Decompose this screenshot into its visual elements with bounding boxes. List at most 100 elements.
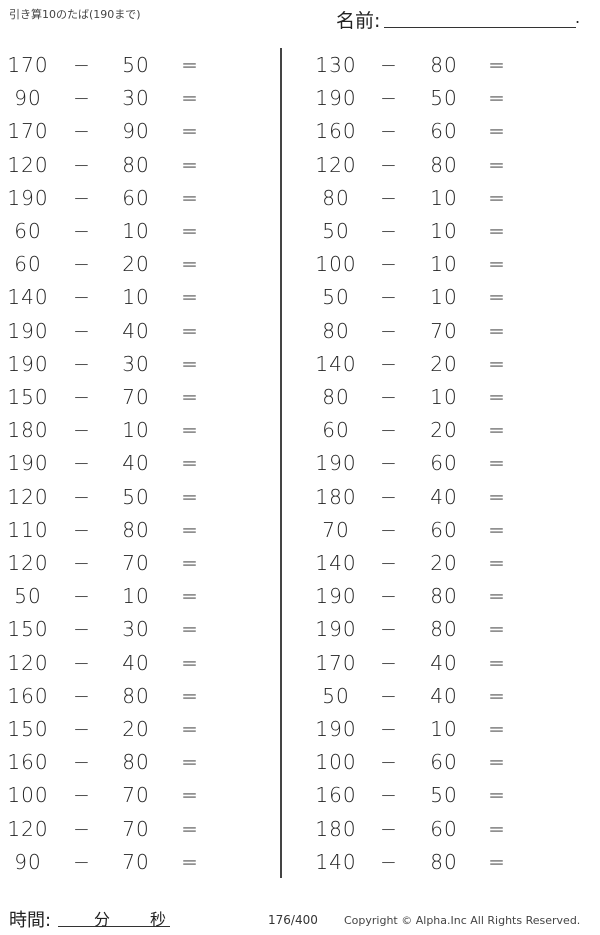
equals-sign: = [488,816,506,841]
equals-sign: = [181,351,199,376]
second-operand: 70 [122,551,150,575]
equals-sign: = [488,783,506,808]
second-operand: 10 [122,285,150,310]
first-operand: 70 [322,517,350,542]
minus-sign: − [380,750,398,775]
second-operand: 40 [430,683,458,708]
first-operand: 160 [7,750,49,775]
equals-sign: = [488,318,506,343]
equals-sign: = [181,219,199,243]
minus-sign: − [73,517,91,542]
seconds-label: 秒 [150,910,167,929]
first-operand: 180 [315,484,357,509]
equals-sign: = [181,152,199,177]
second-operand: 40 [122,318,150,343]
first-operand: 120 [7,152,49,177]
minus-sign: − [73,53,91,77]
minus-sign: − [73,484,91,509]
page-number: 176/400 [268,913,318,927]
equals-sign: = [488,517,506,542]
second-operand: 80 [122,683,150,708]
equals-sign: = [181,717,199,741]
equals-sign: = [488,717,506,741]
first-operand: 50 [322,683,350,708]
second-operand: 60 [430,816,458,841]
copyright: Copyright © Alpha.Inc All Rights Reserve… [344,914,581,927]
first-operand: 180 [315,816,357,841]
minus-sign: − [73,219,91,243]
first-operand: 190 [7,318,49,343]
first-operand: 60 [322,418,350,443]
name-field-line[interactable] [384,27,576,28]
first-operand: 150 [7,717,49,741]
minus-sign: − [73,385,91,409]
minus-sign: − [73,152,91,177]
equals-sign: = [181,252,199,277]
second-operand: 20 [430,351,458,376]
first-operand: 120 [315,152,357,177]
second-operand: 10 [122,584,150,609]
time-label: 時間: [9,910,52,931]
equals-sign: = [181,683,199,708]
equals-sign: = [181,584,199,609]
second-operand: 70 [122,849,150,874]
minutes-label: 分 [94,910,111,929]
minus-sign: − [380,683,398,708]
equals-sign: = [488,683,506,708]
minus-sign: − [380,617,398,642]
second-operand: 70 [430,318,458,343]
first-operand: 50 [322,285,350,310]
first-operand: 80 [322,318,350,343]
minus-sign: − [380,551,398,575]
second-operand: 10 [430,717,458,741]
minus-sign: − [380,285,398,310]
second-operand: 10 [430,285,458,310]
first-operand: 80 [322,385,350,409]
equals-sign: = [181,551,199,575]
equals-sign: = [488,351,506,376]
minus-sign: − [380,451,398,476]
second-operand: 60 [430,119,458,144]
second-operand: 50 [122,484,150,509]
equals-sign: = [488,219,506,243]
minus-sign: − [73,318,91,343]
first-operand: 190 [7,351,49,376]
equals-sign: = [488,484,506,509]
equals-sign: = [181,484,199,509]
second-operand: 10 [430,219,458,243]
second-operand: 30 [122,86,150,111]
second-operand: 10 [430,252,458,277]
second-operand: 60 [122,185,150,210]
second-operand: 80 [122,152,150,177]
first-operand: 190 [315,451,357,476]
column-divider [280,48,282,878]
time-field-line[interactable] [58,926,170,927]
second-operand: 30 [122,351,150,376]
first-operand: 170 [315,650,357,675]
equals-sign: = [181,849,199,874]
minus-sign: − [73,252,91,277]
minus-sign: − [73,185,91,210]
first-operand: 170 [7,53,49,77]
minus-sign: − [73,683,91,708]
minus-sign: − [380,584,398,609]
first-operand: 140 [315,351,357,376]
minus-sign: − [380,119,398,144]
first-operand: 110 [7,517,49,542]
equals-sign: = [488,617,506,642]
minus-sign: − [73,849,91,874]
second-operand: 80 [122,517,150,542]
second-operand: 20 [430,551,458,575]
equals-sign: = [488,53,506,77]
equals-sign: = [488,849,506,874]
minus-sign: − [380,219,398,243]
second-operand: 50 [430,783,458,808]
second-operand: 50 [122,53,150,77]
first-operand: 60 [14,219,42,243]
first-operand: 160 [315,119,357,144]
first-operand: 50 [14,584,42,609]
first-operand: 120 [7,650,49,675]
first-operand: 120 [7,816,49,841]
minus-sign: − [380,816,398,841]
second-operand: 80 [430,152,458,177]
